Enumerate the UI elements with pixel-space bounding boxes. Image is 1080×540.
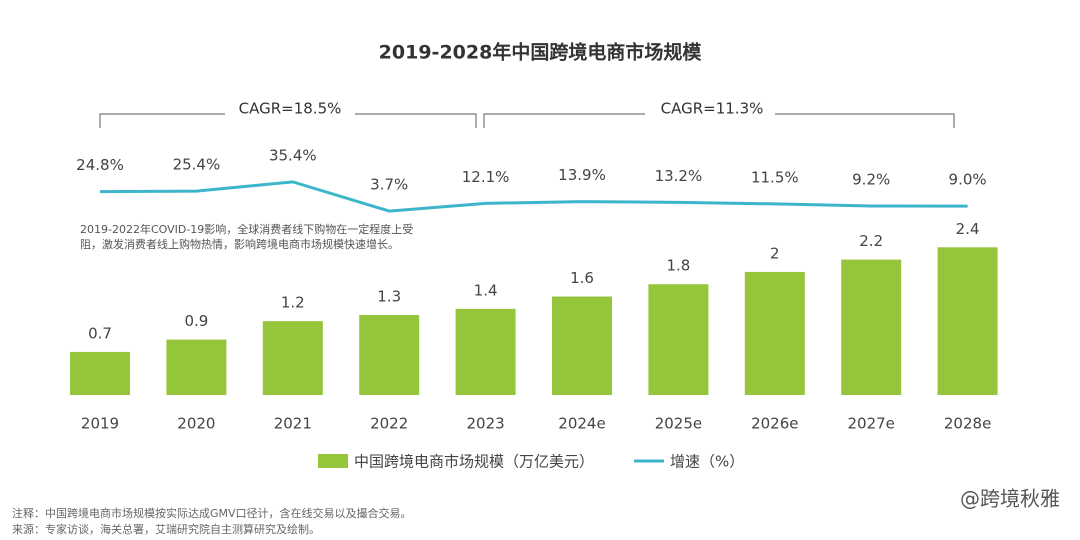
bar [455,308,516,395]
x-tick-label: 2025e [655,415,702,433]
x-tick-label: 2021 [274,415,312,433]
x-tick-label: 2028e [944,415,991,433]
bar [70,351,130,395]
cagr-label: CAGR=11.3% [661,100,764,118]
bar [744,271,805,395]
value-label: 12.1% [462,168,510,186]
legend-swatch [318,454,348,468]
value-label: 0.9 [184,312,208,330]
watermark: @跨境秋雅 [960,487,1060,511]
value-label: 35.4% [269,146,317,164]
value-label: 1.6 [570,269,594,287]
value-label: 1.2 [281,294,305,312]
x-tick-label: 2026e [751,415,798,433]
cagr-bg [225,98,355,120]
note: 来源：专家访谈，海关总署，艾瑞研究院自主测算研究及绘制。 [12,522,320,536]
note: 注释：中国跨境电商市场规模按实际达成GMV口径计，含在线交易以及撮合交易。 [12,506,412,520]
value-label: 1.3 [377,288,401,306]
value-label: 25.4% [173,156,221,174]
bar [937,247,998,395]
value-label: 24.8% [76,156,124,174]
x-tick-label: 2022 [370,415,408,433]
value-label: 1.4 [474,281,498,299]
x-tick-label: 2023 [467,415,505,433]
x-tick-label: 2027e [847,415,894,433]
bar [166,339,227,395]
cagr-label: CAGR=18.5% [239,100,342,118]
bar [262,321,323,395]
value-label: 1.8 [666,257,690,275]
value-label: 2.4 [956,220,980,238]
bar [552,296,612,395]
value-label: 13.2% [655,167,703,185]
annotation: 2019-2022年COVID-19影响，全球消费者线下购物在一定程度上受阻，激… [80,223,414,251]
value-label: 13.9% [558,166,606,184]
legend-label: 增速（%） [670,453,744,471]
cagr-bg [645,98,775,120]
bar [841,259,902,395]
value-label: 2 [770,244,780,262]
legend-label: 中国跨境电商市场规模（万亿美元） [354,453,594,471]
chart-title: 2019-2028年中国跨境电商市场规模 [379,41,703,64]
x-tick-label: 2024e [558,415,605,433]
x-tick-label: 2019 [81,415,119,433]
value-label: 9.0% [949,171,987,189]
value-label: 9.2% [852,171,890,189]
value-label: 11.5% [751,168,799,186]
value-label: 0.7 [88,324,112,342]
bar [648,284,709,395]
value-label: 2.2 [859,232,883,250]
line [99,180,968,213]
value-label: 3.7% [370,176,408,194]
x-tick-label: 2020 [177,415,215,433]
bar [359,315,420,395]
